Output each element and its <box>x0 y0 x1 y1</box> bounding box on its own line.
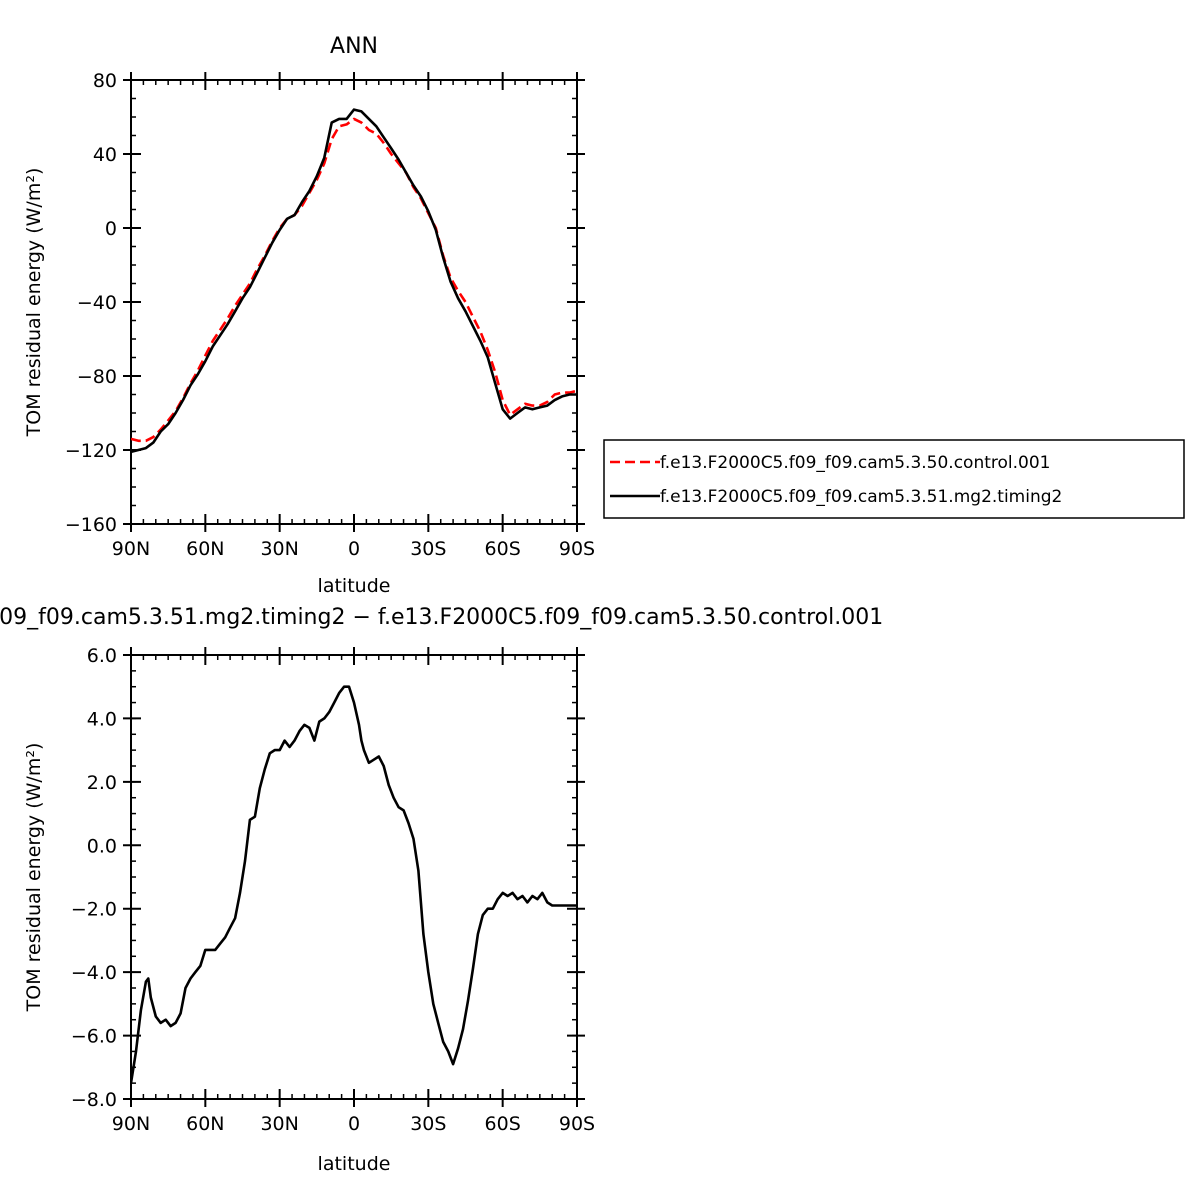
plot-title: f.e13.F2000C5.f09_f09.cam5.3.51.mg2.timi… <box>0 605 883 630</box>
y-tick-label: −2.0 <box>71 899 117 921</box>
y-tick-label: 0.0 <box>87 835 117 857</box>
x-tick-label: 0 <box>348 1113 360 1135</box>
y-tick-label: −80 <box>77 366 117 388</box>
y-tick-label: 2.0 <box>87 772 117 794</box>
plot-frame <box>130 654 578 1100</box>
x-tick-label: 60S <box>485 538 521 560</box>
x-tick-label: 60N <box>186 538 224 560</box>
y-axis-title: TOM residual energy (W/m²) <box>23 743 45 1013</box>
y-tick-label: −4.0 <box>71 962 117 984</box>
y-tick-label: −40 <box>77 292 117 314</box>
y-tick-label: −6.0 <box>71 1026 117 1048</box>
y-tick-label: −8.0 <box>71 1089 117 1111</box>
y-tick-label: 40 <box>93 144 117 166</box>
plot-frame <box>130 79 578 525</box>
x-tick-label: 90N <box>112 538 150 560</box>
legend: f.e13.F2000C5.f09_f09.cam5.3.50.control.… <box>603 439 1185 519</box>
y-tick-label: 0 <box>105 218 117 240</box>
x-tick-label: 0 <box>348 538 360 560</box>
series-line-1 <box>131 117 577 443</box>
x-axis-title: latitude <box>318 1153 391 1175</box>
y-tick-label: −120 <box>65 440 117 462</box>
plot-panel-2: f.e13.F2000C5.f09_f09.cam5.3.51.mg2.timi… <box>0 605 883 1175</box>
y-tick-label: 4.0 <box>87 708 117 730</box>
plot-title: ANN <box>330 34 378 59</box>
x-tick-label: 30N <box>260 538 298 560</box>
x-tick-label: 30S <box>410 1113 446 1135</box>
y-tick-label: −160 <box>65 514 117 536</box>
x-tick-label: 90S <box>559 1113 595 1135</box>
series-line-1 <box>131 685 577 1084</box>
x-tick-label: 60S <box>485 1113 521 1135</box>
series-line-2 <box>131 108 577 454</box>
y-tick-label: 6.0 <box>87 645 117 667</box>
x-tick-label: 60N <box>186 1113 224 1135</box>
legend-box <box>603 439 1185 519</box>
x-tick-label: 30N <box>260 1113 298 1135</box>
x-tick-label: 90N <box>112 1113 150 1135</box>
x-tick-label: 30S <box>410 538 446 560</box>
y-axis-title: TOM residual energy (W/m²) <box>23 168 45 438</box>
legend-label-1: f.e13.F2000C5.f09_f09.cam5.3.50.control.… <box>660 453 1051 473</box>
x-tick-label: 90S <box>559 538 595 560</box>
x-axis-title: latitude <box>318 575 391 597</box>
legend-label-2: f.e13.F2000C5.f09_f09.cam5.3.51.mg2.timi… <box>660 487 1062 507</box>
y-tick-label: 80 <box>93 70 117 92</box>
